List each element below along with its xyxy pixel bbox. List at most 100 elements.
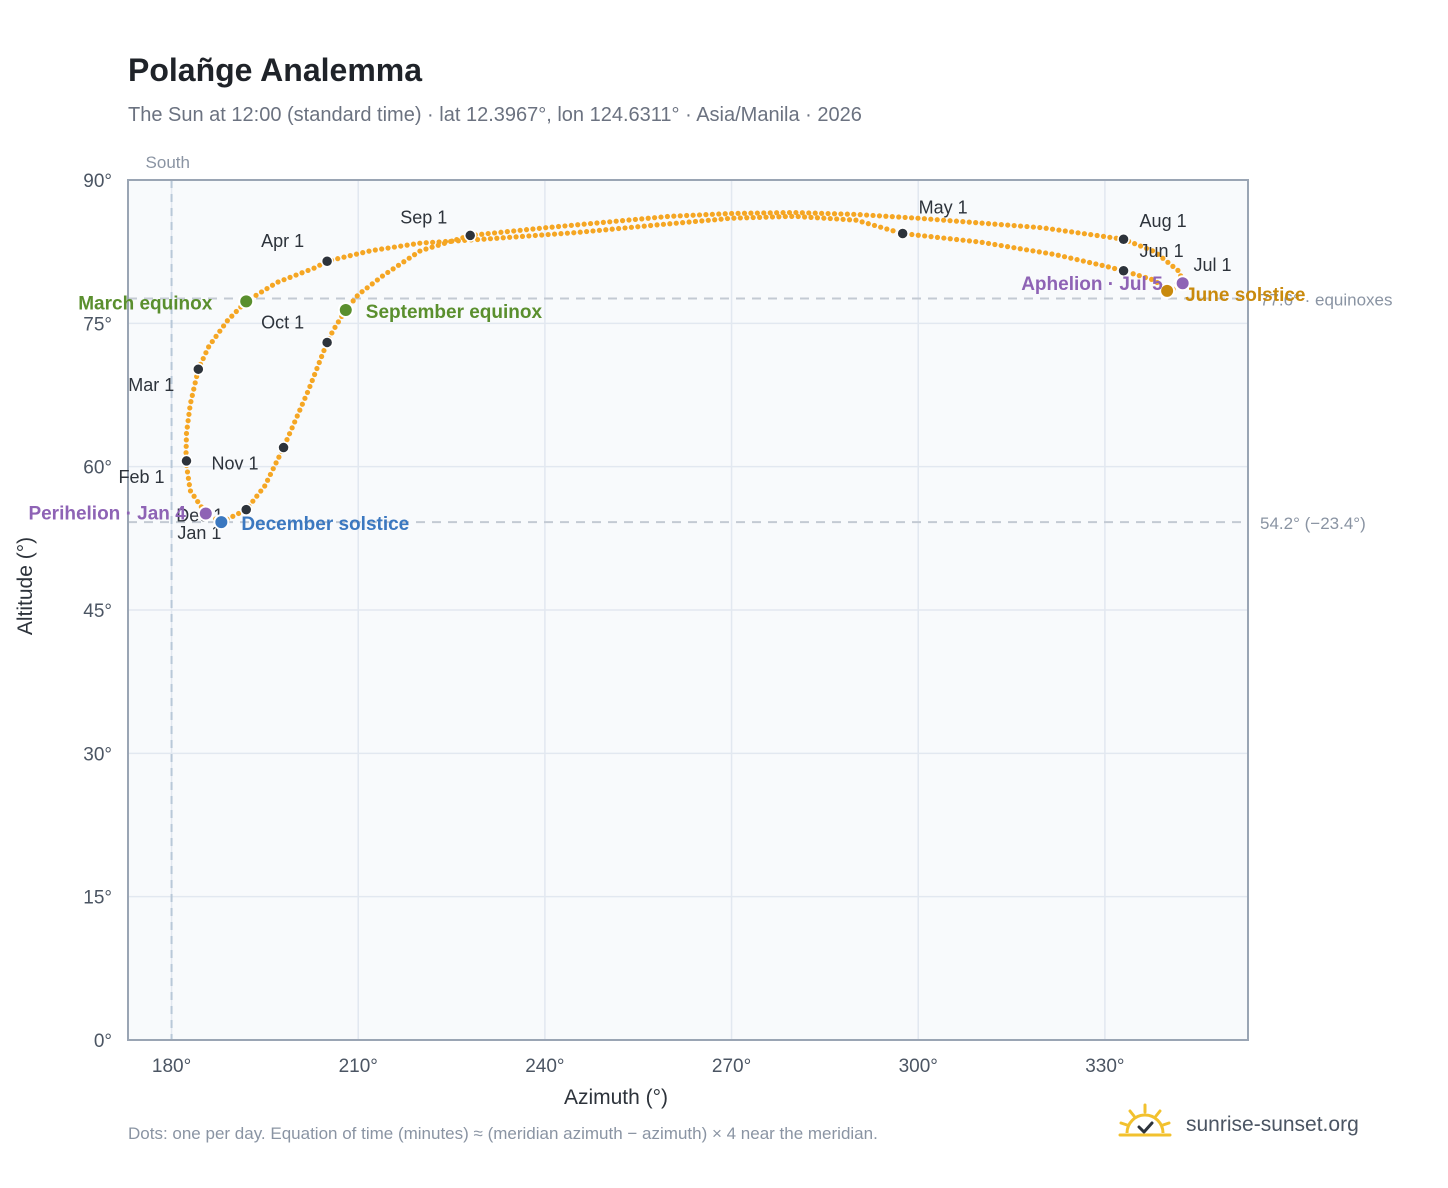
brand[interactable]: sunrise-sunset.org xyxy=(1118,1100,1359,1150)
daily-dot xyxy=(513,234,519,240)
daily-dot xyxy=(374,277,380,283)
daily-dot xyxy=(1030,224,1036,230)
daily-dot xyxy=(1094,232,1100,239)
daily-dot xyxy=(385,269,391,276)
daily-dot xyxy=(1099,262,1105,268)
daily-dot xyxy=(209,338,215,345)
daily-dot xyxy=(774,210,780,216)
daily-dot xyxy=(902,214,908,221)
daily-dot xyxy=(1024,223,1030,230)
daily-dot xyxy=(293,272,299,278)
daily-dot xyxy=(319,353,325,360)
daily-dot xyxy=(587,220,594,227)
daily-dot xyxy=(454,236,460,243)
daily-dot xyxy=(641,223,647,229)
daily-dot xyxy=(890,228,896,234)
daily-dot xyxy=(273,460,279,466)
daily-dot xyxy=(947,218,953,224)
x-tick-label: 270° xyxy=(712,1056,751,1077)
plot-frame xyxy=(127,179,1249,1041)
daily-dot xyxy=(960,219,966,225)
month-marker-label: Mar 1 xyxy=(128,375,174,395)
daily-dot xyxy=(960,237,966,243)
daily-dot xyxy=(366,248,372,254)
daily-dot xyxy=(639,216,645,222)
daily-dot xyxy=(834,216,840,222)
daily-dot xyxy=(188,399,194,405)
daily-dot xyxy=(799,210,805,216)
daily-dot xyxy=(786,209,793,216)
daily-dot xyxy=(299,401,305,407)
daily-dot xyxy=(294,413,300,419)
month-marker xyxy=(192,362,205,376)
daily-dot xyxy=(632,216,638,223)
daily-dot xyxy=(213,333,219,339)
daily-dot xyxy=(498,229,504,235)
daily-dot xyxy=(184,469,191,475)
daily-dot xyxy=(600,219,606,225)
month-marker xyxy=(463,229,477,242)
month-marker-label: Feb 1 xyxy=(118,467,164,487)
daily-dot xyxy=(921,216,927,222)
daily-dot xyxy=(619,218,626,224)
x-tick-label: 180° xyxy=(152,1056,191,1077)
daily-dot xyxy=(1017,246,1023,252)
daily-dot xyxy=(316,359,322,366)
daily-dot xyxy=(183,430,190,437)
daily-dot xyxy=(347,253,353,259)
daily-dot xyxy=(1068,255,1074,261)
daily-dot xyxy=(658,214,664,220)
daily-dot xyxy=(235,510,242,517)
daily-dot xyxy=(716,211,722,217)
daily-dot xyxy=(302,395,308,401)
daily-dot xyxy=(220,323,227,329)
daily-dot xyxy=(660,221,667,227)
daily-dot xyxy=(186,482,192,488)
daily-dot xyxy=(1043,250,1049,256)
event-marker xyxy=(213,514,230,531)
daily-dot xyxy=(626,217,632,223)
month-marker-label: Apr 1 xyxy=(261,231,304,251)
daily-dot xyxy=(769,214,776,220)
daily-dot xyxy=(185,418,191,424)
daily-dot xyxy=(200,355,206,362)
month-marker-label: Sep 1 xyxy=(400,207,447,227)
daily-dot xyxy=(539,232,545,238)
daily-dot xyxy=(305,267,311,274)
daily-dot xyxy=(607,219,613,225)
daily-dot xyxy=(908,215,915,221)
daily-dot xyxy=(1081,231,1087,237)
daily-dot xyxy=(494,235,500,241)
daily-dot xyxy=(297,407,303,413)
daily-dot xyxy=(311,371,318,378)
daily-dot xyxy=(423,246,429,252)
daily-dot xyxy=(1023,247,1030,253)
daily-dot xyxy=(191,386,197,392)
daily-dot xyxy=(703,212,709,218)
daily-dot xyxy=(973,238,979,245)
daily-dot xyxy=(686,219,692,225)
daily-dot xyxy=(748,210,754,216)
daily-dot xyxy=(530,226,536,232)
x-axis-label: Azimuth (°) xyxy=(564,1086,668,1109)
daily-dot xyxy=(1142,274,1149,281)
month-marker xyxy=(1117,264,1130,278)
y-tick-label: 15° xyxy=(83,888,112,909)
daily-dot xyxy=(928,216,934,222)
y-tick-label: 75° xyxy=(83,314,112,335)
daily-dot xyxy=(545,231,551,238)
daily-dot xyxy=(1011,222,1017,229)
daily-dot xyxy=(281,277,287,283)
event-label: September equinox xyxy=(366,302,543,323)
daily-dot xyxy=(1061,254,1068,260)
sun-check-icon xyxy=(1118,1103,1172,1148)
daily-dot xyxy=(311,265,317,271)
daily-dot xyxy=(1154,279,1160,286)
daily-dot xyxy=(705,217,711,223)
daily-dot xyxy=(603,227,609,233)
daily-dot xyxy=(947,236,953,242)
daily-dot xyxy=(264,477,271,483)
daily-dot xyxy=(1165,259,1171,265)
daily-dot xyxy=(827,215,833,222)
daily-dot xyxy=(187,488,194,494)
